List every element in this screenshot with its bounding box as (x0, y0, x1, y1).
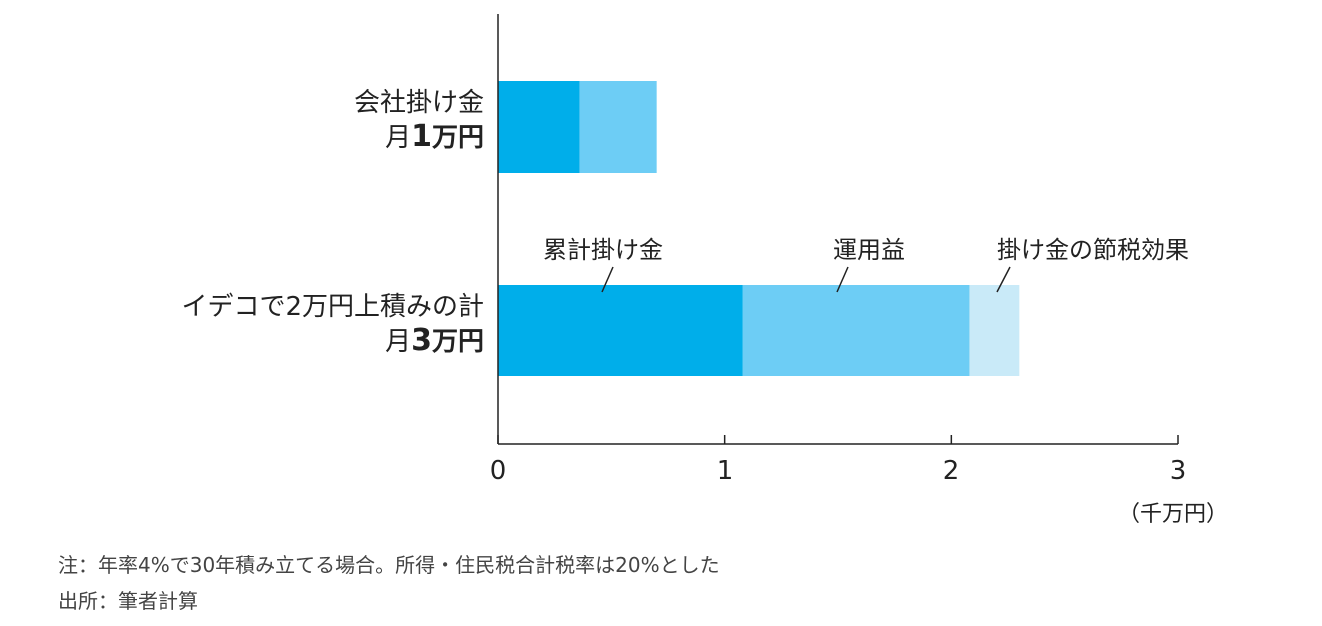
category-label-company: 会社掛け金 月1万円 (353, 88, 484, 154)
series-label-returns: 運用益 (833, 236, 905, 264)
series-label-contributions: 累計掛け金 (543, 236, 663, 264)
series-label-tax-savings: 掛け金の節税効果 (997, 236, 1189, 264)
series-label-leader-2 (996, 266, 1011, 293)
bar-segment-0-0 (498, 81, 580, 173)
footnote: 注：年率4%で30年積み立てる場合。所得・住民税合計税率は20%とした (58, 553, 720, 577)
x-tick-label-1: 1 (716, 456, 734, 486)
series-label-leader-1 (836, 266, 849, 293)
x-tick-label-2: 2 (942, 456, 960, 486)
x-axis-unit: （千万円） (1118, 502, 1229, 527)
category-label-ideco: イデコで2万円上積みの計 月3万円 (181, 292, 484, 358)
bar-segment-1-0 (498, 285, 743, 376)
bar-segment-0-1 (579, 81, 657, 173)
source-note: 出所：筆者計算 (58, 589, 198, 613)
x-tick-label-3: 3 (1169, 456, 1187, 486)
series-label-leader-0 (601, 266, 614, 293)
bar-segment-1-1 (742, 285, 970, 376)
x-tick-label-0: 0 (489, 456, 507, 486)
bar-segment-1-2 (969, 285, 1020, 376)
